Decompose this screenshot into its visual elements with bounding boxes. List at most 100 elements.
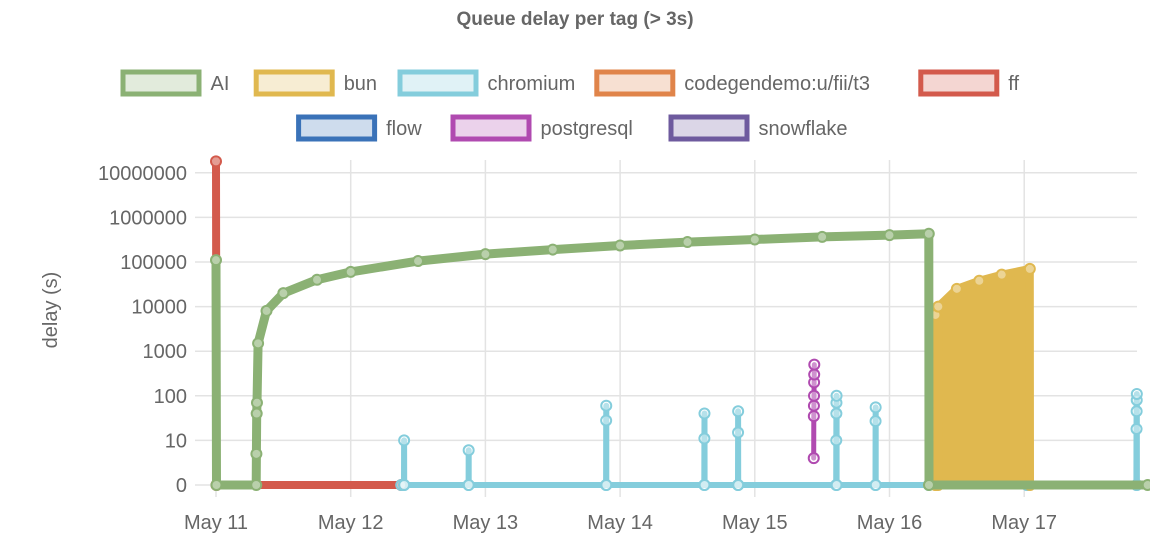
data-point[interactable] [600,479,613,491]
data-point[interactable] [808,358,821,371]
data-point[interactable] [277,287,290,300]
y-tick-label: 0 [176,475,187,497]
legend-label: codegendemo:u/fii/t3 [684,73,870,95]
data-point[interactable] [830,434,843,447]
legend-swatch [397,69,479,97]
data-point[interactable] [698,479,711,491]
data-point[interactable] [1130,405,1143,418]
data-point[interactable] [1023,262,1036,275]
legend-item-ai[interactable]: AI [120,69,230,97]
data-point[interactable] [462,444,475,457]
data-point[interactable] [973,274,986,287]
data-point[interactable] [210,155,222,168]
data-point[interactable] [732,426,745,439]
data-point[interactable] [311,273,324,286]
data-point[interactable] [398,434,411,447]
data-point[interactable] [807,452,820,465]
data-point[interactable] [830,407,843,420]
data-point[interactable] [1141,479,1150,491]
series-ai [210,227,1150,491]
data-point[interactable] [1130,387,1143,400]
y-tick-label: 1000 [143,341,188,363]
data-point[interactable] [462,479,475,491]
data-point[interactable] [869,479,882,491]
data-point[interactable] [808,368,821,381]
data-point[interactable] [748,233,761,246]
legend-item-snowflake[interactable]: snowflake [668,114,848,142]
data-point[interactable] [252,337,265,350]
x-tick-label: May 16 [857,512,923,534]
data-point[interactable] [869,415,882,428]
data-point[interactable] [398,479,411,491]
data-point[interactable] [412,255,425,268]
data-point[interactable] [932,300,945,313]
x-tick-label: May 12 [318,512,384,534]
data-point[interactable] [698,432,711,445]
data-point[interactable] [210,479,223,491]
data-point[interactable] [698,407,711,420]
legend-swatch [253,69,335,97]
data-point[interactable] [830,479,843,491]
legend-item-codegendemo-u-fii-t3[interactable]: codegendemo:u/fii/t3 [594,69,870,97]
bun-area [938,268,1030,485]
data-point[interactable] [546,243,559,256]
data-point[interactable] [210,254,222,267]
data-point[interactable] [250,447,263,460]
legend-swatch [668,114,750,142]
legend-swatch [296,114,378,142]
data-point[interactable] [250,407,263,420]
legend-label: bun [344,73,377,95]
series-line [931,264,1034,489]
data-point[interactable] [922,479,935,491]
legend-label: snowflake [759,118,848,140]
grid: 0 10 100 1000 10000 100000 1000000 10000000 May … [98,160,1137,534]
legend-label: flow [386,118,422,140]
y-tick-label: 1000000 [109,207,187,229]
legend-label: postgresql [541,118,633,140]
x-tick-label: May 15 [722,512,788,534]
x-tick-label: May 14 [587,512,653,534]
data-point[interactable] [808,389,821,402]
data-point[interactable] [807,399,820,412]
data-point[interactable] [344,265,357,278]
series-line [212,157,406,489]
y-tick-label: 10 [165,430,187,452]
series-bun [929,262,1036,491]
series-line [811,362,817,461]
data-point[interactable] [479,248,492,261]
data-point[interactable] [995,268,1008,281]
data-point[interactable] [922,227,935,240]
legend-item-flow[interactable]: flow [296,114,423,142]
data-point[interactable] [883,229,896,242]
y-tick-label: 100000 [120,252,187,274]
legend-label: ff [1008,73,1019,95]
legend-swatch [918,69,1000,97]
data-point[interactable] [732,479,745,491]
legend-item-chromium[interactable]: chromium [397,69,576,97]
data-point[interactable] [250,479,263,491]
legend-item-postgresql[interactable]: postgresql [450,114,633,142]
x-tick-label: May 13 [453,512,519,534]
data-point[interactable] [807,410,820,423]
data-point[interactable] [260,304,273,317]
x-tick-label: May 17 [991,512,1057,534]
legend-label: AI [211,73,230,95]
data-point[interactable] [1130,423,1143,436]
data-point[interactable] [830,389,843,402]
data-point[interactable] [950,282,963,295]
data-point[interactable] [816,230,829,243]
legend-item-bun[interactable]: bun [253,69,377,97]
legend-label: chromium [488,73,576,95]
series-layer [210,155,1150,491]
legend-item-ff[interactable]: ff [918,69,1020,97]
data-point[interactable] [250,396,263,409]
chart-title: Queue delay per tag (> 3s) [456,9,693,30]
data-point[interactable] [681,236,694,249]
y-tick-label: 10000000 [98,163,187,185]
data-point[interactable] [732,405,745,418]
data-point[interactable] [869,401,882,414]
data-point[interactable] [614,239,627,252]
data-point[interactable] [600,399,613,412]
data-point[interactable] [600,414,613,427]
